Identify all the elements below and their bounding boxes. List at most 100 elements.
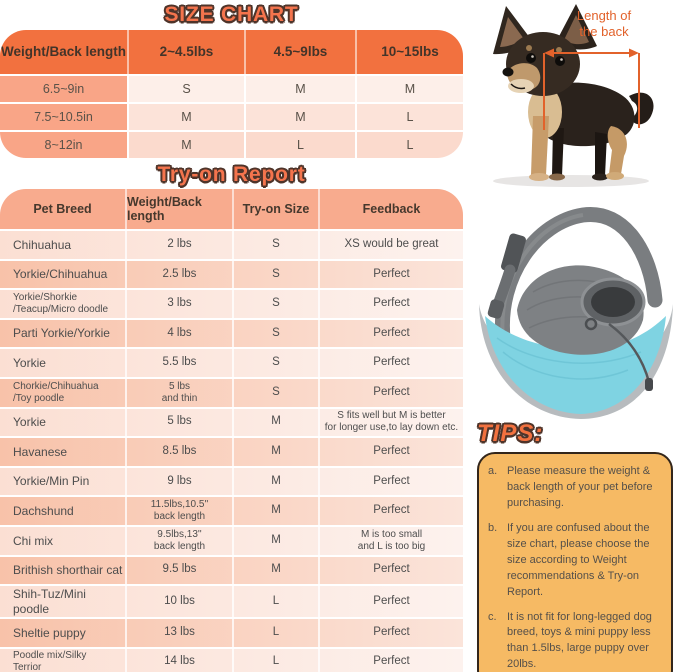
table-row: Yorkie/Min Pin 9 lbs M Perfect — [0, 465, 463, 496]
table-row: Havanese 8.5 lbs M Perfect — [0, 436, 463, 466]
tip-text: If you are confused about the size chart… — [507, 521, 650, 598]
cell-size: M — [232, 497, 318, 525]
table-row: Yorkie 5 lbs M S fits well but M is better … — [0, 406, 463, 437]
cell-feedback: Perfect — [318, 497, 463, 525]
size-cell: S — [127, 75, 244, 102]
cell-feedback: Perfect — [318, 586, 463, 617]
cell-weight: 9.5 lbs — [125, 556, 232, 585]
size-chart-header-row: Weight/Back length 2~4.5lbs 4.5~9lbs 10~… — [0, 29, 463, 74]
column-header-weight-back-length: Weight/Back length — [0, 44, 126, 60]
cell-weight: 2.5 lbs — [125, 260, 232, 289]
table-row: Parti Yorkie/Yorkie 4 lbs S Perfect — [0, 317, 463, 348]
sling-carrier-illustration — [479, 207, 673, 419]
table-row: Yorkie/Shorkie /Teacup/Micro doodle 3 lbs… — [0, 288, 463, 318]
tryon-table-body: Chihuahua 2 lbs S XS would be great Yorkie/C… — [0, 229, 463, 672]
size-cell: L — [355, 131, 463, 158]
column-header-45-9lbs: 4.5~9lbs — [244, 29, 355, 74]
cell-size: M — [232, 556, 318, 585]
cell-breed: Brithish shorthair cat — [13, 563, 123, 578]
cell-weight: 5 lbs and thin — [125, 379, 232, 407]
cell-size: S — [232, 319, 318, 348]
cell-breed: Chi mix — [13, 533, 54, 548]
images-column: Length of the back TI — [463, 0, 679, 672]
tryon-report-table: Pet Breed Weight/Back length Try-on Size… — [0, 189, 463, 672]
cell-feedback: Perfect — [318, 290, 463, 318]
column-header-2-45lbs: 2~4.5lbs — [127, 29, 244, 74]
cell-size: M — [232, 408, 318, 437]
cell-size: L — [232, 618, 318, 647]
cell-feedback: M is too small and L is too big — [318, 526, 463, 555]
table-row: Chorkie/Chihuahua /Toy poodle 5 lbs and t… — [0, 377, 463, 407]
cell-weight: 5.5 lbs — [125, 349, 232, 377]
cell-feedback: Perfect — [318, 556, 463, 585]
cell-size: M — [232, 438, 318, 466]
column-header-10-15lbs: 10~15lbs — [355, 29, 463, 74]
tip-item: a. Please measure the weight & back lengt… — [488, 464, 662, 512]
tip-marker: a. — [488, 465, 498, 477]
cell-breed: Yorkie — [13, 356, 46, 370]
row-label: 6.5~9in — [0, 75, 127, 102]
tip-item: c. It is not fit for long-legged dog bree… — [488, 610, 662, 672]
cell-weight: 4 lbs — [125, 319, 232, 348]
cell-weight: 2 lbs — [125, 231, 232, 259]
cell-breed: Yorkie — [13, 415, 46, 430]
cell-breed: Dachshund — [13, 503, 74, 518]
size-cell: M — [244, 103, 355, 130]
tip-item: b. If you are confused about the size cha… — [488, 521, 662, 601]
cell-feedback: Perfect — [318, 467, 463, 496]
cell-breed: Yorkie/Chihuahua — [13, 267, 108, 282]
row-label: 7.5~10.5in — [0, 103, 127, 130]
size-cell: L — [355, 103, 463, 130]
cell-feedback: Perfect — [318, 319, 463, 348]
size-cell: M — [244, 75, 355, 102]
table-row: Yorkie/Chihuahua 2.5 lbs S Perfect — [0, 258, 463, 289]
cell-breed: Shih-Tuz/Mini poodle — [13, 587, 86, 616]
table-row: Poodle mix/Silky Terrior 14 lbs L Perfect — [0, 646, 463, 672]
row-label: 8~12in — [0, 131, 127, 158]
size-cell: M — [355, 75, 463, 102]
cell-breed: Poodle mix/Silky Terrior — [13, 650, 87, 672]
cell-weight: 9.5lbs,13'' back length — [125, 526, 232, 555]
tips-box: a. Please measure the weight & back lengt… — [477, 452, 673, 672]
cell-feedback: Perfect — [318, 438, 463, 466]
cell-breed: Parti Yorkie/Yorkie — [13, 326, 110, 341]
cell-breed: Yorkie/Shorkie /Teacup/Micro doodle — [13, 292, 109, 316]
cell-weight: 11.5lbs,10.5'' back length — [125, 497, 232, 525]
length-of-back-label: Length of the back — [576, 8, 632, 40]
column-header-tryon-size: Try-on Size — [232, 189, 318, 230]
size-chart-title: SIZE CHART — [164, 3, 299, 26]
size-chart-body: 6.5~9in S M M 7.5~10.5in M M L 8~12in M L L — [0, 73, 463, 158]
cell-weight: 13 lbs — [125, 618, 232, 647]
product-photo — [463, 192, 679, 420]
cell-breed: Chihuahua — [13, 237, 72, 252]
cell-feedback: XS would be great — [318, 231, 463, 259]
tip-marker: b. — [488, 521, 498, 534]
tryon-report-title: Try-on Report — [157, 162, 306, 186]
table-row: Chihuahua 2 lbs S XS would be great — [0, 229, 463, 259]
cell-size: L — [232, 648, 318, 672]
dog-photo: Length of the back — [463, 0, 679, 192]
cell-breed: Chorkie/Chihuahua /Toy poodle — [13, 380, 99, 404]
tips-list: a. Please measure the weight & back lengt… — [488, 464, 662, 672]
size-chart-table: Weight/Back length 2~4.5lbs 4.5~9lbs 10~… — [0, 29, 463, 158]
tip-marker: c. — [488, 610, 497, 623]
back-length-measurement-arrow — [543, 48, 640, 130]
table-row: Yorkie 5.5 lbs S Perfect — [0, 347, 463, 377]
size-cell: L — [244, 131, 355, 158]
cell-breed: Yorkie/Min Pin — [13, 474, 90, 489]
cell-breed: Havanese — [13, 444, 68, 459]
tryon-header-row: Pet Breed Weight/Back length Try-on Size… — [0, 189, 463, 230]
cell-size: S — [232, 231, 318, 259]
table-row: Chi mix 9.5lbs,13'' back length M M is too … — [0, 524, 463, 555]
cell-feedback: Perfect — [318, 379, 463, 407]
cell-weight: 3 lbs — [125, 290, 232, 318]
cell-weight: 10 lbs — [125, 586, 232, 617]
cell-feedback: Perfect — [318, 618, 463, 647]
column-header-pet-breed: Pet Breed — [33, 202, 92, 217]
table-row: Sheltie puppy 13 lbs L Perfect — [0, 616, 463, 647]
tables-column: SIZE CHART Weight/Back length 2~4.5lbs 4… — [0, 3, 463, 672]
size-chart-row: 7.5~10.5in M M L — [0, 101, 463, 130]
size-chart-row: 6.5~9in S M M — [0, 73, 463, 102]
cell-size: S — [232, 379, 318, 407]
column-header-weight-back-length: Weight/Back length — [125, 189, 232, 230]
